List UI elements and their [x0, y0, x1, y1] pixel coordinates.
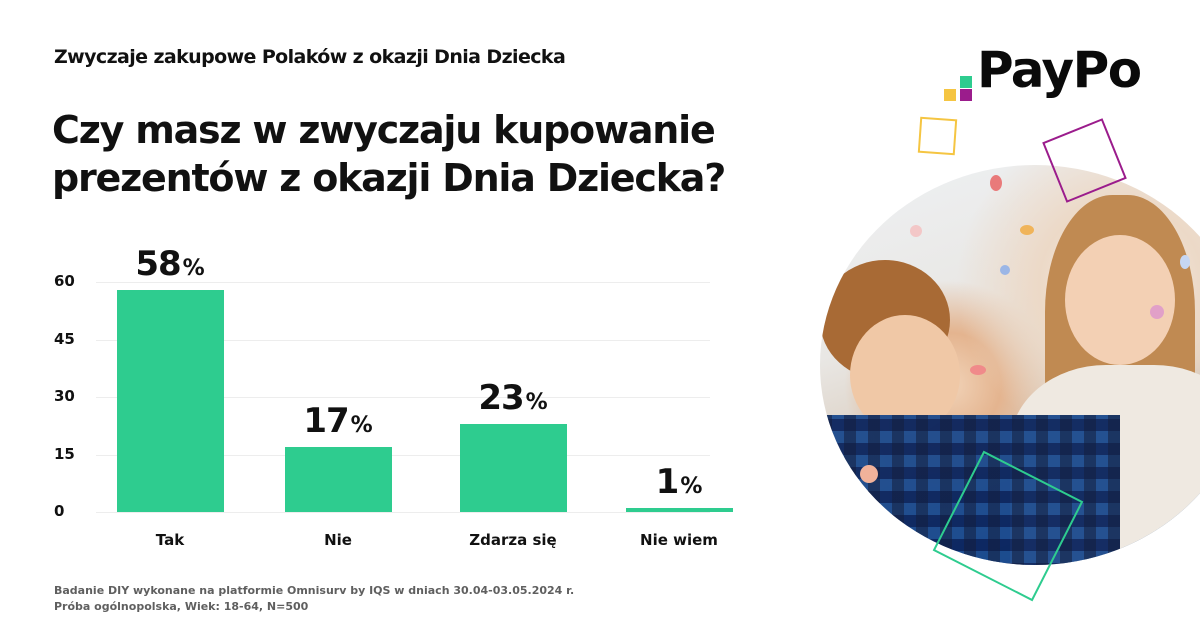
y-axis-tick-label: 15	[54, 444, 75, 463]
bar-value-label: 17%	[303, 400, 373, 441]
gridline	[96, 454, 710, 456]
title-line-1: Czy masz w zwyczaju kupowanie	[52, 108, 716, 152]
logo-squares-icon	[944, 54, 974, 101]
y-axis-tick-label: 30	[54, 387, 75, 405]
gridline	[96, 282, 710, 283]
logo-square-purple	[960, 89, 972, 101]
x-axis-category-label: Nie wiem	[640, 531, 718, 549]
footnote-line-1: Badanie DIY wykonane na platformie Omnis…	[54, 584, 575, 597]
x-axis-category-label: Tak	[155, 531, 185, 549]
confetti-icon	[970, 365, 986, 375]
y-axis-tick-label: 0	[54, 502, 65, 520]
x-axis-category-label: Zdarza się	[469, 531, 557, 549]
confetti-icon	[1020, 225, 1034, 235]
chart-title: Czy masz w zwyczaju kupowanie prezentów …	[52, 106, 792, 202]
bar-nie	[285, 446, 392, 512]
gridline	[96, 397, 710, 398]
logo-square-green	[960, 76, 972, 88]
survey-footnote: Badanie DIY wykonane na platformie Omnis…	[54, 583, 574, 615]
paypo-logo: PayPo	[944, 40, 1142, 101]
confetti-icon	[1150, 305, 1164, 319]
bar-zdarza-się	[460, 423, 567, 512]
decorative-square-yellow	[917, 116, 958, 156]
photo-girl-face	[1065, 235, 1175, 365]
confetti-icon	[860, 465, 878, 483]
confetti-icon	[1180, 255, 1190, 269]
bar-value-label: 23%	[478, 377, 548, 418]
bar-value-label: 1%	[655, 462, 703, 503]
title-line-2: prezentów z okazji Dnia Dziecka?	[52, 156, 726, 200]
bar-nie-wiem	[626, 508, 733, 512]
confetti-icon	[990, 175, 1002, 191]
logo-square-yellow	[944, 89, 956, 101]
confetti-icon	[1000, 265, 1010, 275]
children-celebrating-photo	[820, 165, 1200, 565]
footnote-line-2: Próba ogólnopolska, Wiek: 18-64, N=500	[54, 600, 309, 613]
bar-chart: 60 45 30 15 0 58% Tak 17% Nie 23% Zdarza się 1% Nie …	[54, 243, 733, 549]
confetti-icon	[910, 225, 922, 237]
logo-wordmark: PayPo	[977, 41, 1142, 99]
y-axis-tick-label: 60	[54, 272, 75, 290]
y-axis-tick-label: 45	[54, 329, 75, 348]
photo-boy-shirt-pattern	[820, 415, 1120, 565]
bar-value-label: 58%	[135, 243, 205, 284]
gridline	[96, 339, 710, 341]
x-axis-category-label: Nie	[324, 531, 352, 549]
subtitle-prefix: Zwyczaje zakupowe Polaków z okazji	[54, 46, 435, 68]
bar-tak	[117, 289, 224, 512]
gridline	[96, 512, 710, 513]
